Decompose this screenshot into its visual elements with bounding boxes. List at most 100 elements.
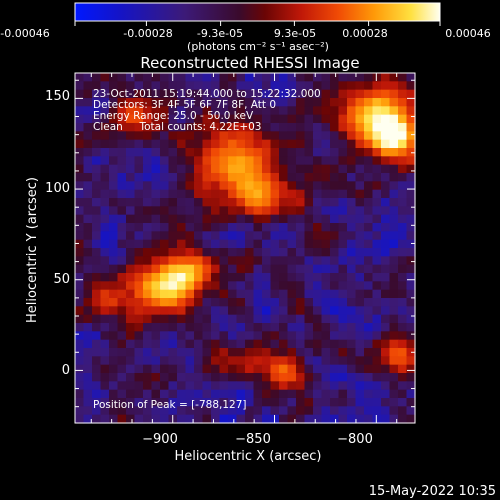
heatmap-cell — [245, 123, 255, 132]
heatmap-cell — [279, 248, 289, 257]
heatmap-cell — [185, 106, 195, 116]
heatmap-cell — [75, 289, 85, 299]
heatmap-cell — [296, 114, 306, 124]
heatmap-cell — [338, 214, 348, 224]
heatmap-cell — [168, 231, 178, 241]
heatmap-cell — [338, 314, 348, 324]
heatmap-cell — [296, 89, 306, 99]
heatmap-cell — [228, 248, 238, 257]
heatmap-cell — [194, 231, 204, 241]
heatmap-cell — [185, 89, 195, 99]
annotation-time-range: 23-Oct-2011 15:19:44.000 to 15:22:32.000 — [93, 88, 321, 100]
heatmap-cell — [381, 323, 391, 332]
heatmap-cell — [151, 231, 161, 241]
heatmap-cell — [287, 306, 297, 316]
heatmap-cell — [287, 381, 297, 391]
heatmap-cell — [194, 273, 204, 282]
heatmap-cell — [245, 323, 255, 332]
heatmap-cell — [211, 331, 221, 341]
heatmap-cell — [253, 398, 263, 407]
heatmap-cell — [321, 106, 331, 116]
heatmap-cell — [262, 214, 272, 224]
heatmap-cell — [347, 73, 357, 82]
heatmap-cell — [347, 239, 357, 249]
heatmap-cell — [100, 214, 110, 224]
heatmap-cell — [168, 306, 178, 316]
heatmap-cell — [304, 298, 314, 307]
heatmap-cell — [287, 298, 297, 307]
heatmap-cell — [355, 406, 365, 416]
heatmap-cell — [381, 98, 391, 107]
heatmap-cell — [355, 223, 365, 232]
heatmap-cell — [245, 256, 255, 266]
heatmap-cell — [287, 81, 297, 91]
heatmap-cell — [262, 339, 272, 349]
heatmap-cell — [313, 389, 323, 399]
heatmap-cell — [364, 356, 374, 366]
heatmap-cell — [219, 306, 229, 316]
heatmap-cell — [372, 323, 382, 332]
heatmap-cell — [270, 98, 280, 107]
heatmap-cell — [313, 289, 323, 299]
heatmap-cell — [338, 406, 348, 416]
heatmap-cell — [364, 289, 374, 299]
heatmap-cell — [211, 181, 221, 191]
heatmap-cell — [126, 164, 136, 174]
chart-title: Reconstructed RHESSI Image — [140, 54, 359, 72]
heatmap-cell — [92, 389, 102, 399]
heatmap-cell — [253, 189, 263, 199]
heatmap-cell — [338, 306, 348, 316]
heatmap-cell — [92, 73, 102, 82]
heatmap-cell — [406, 314, 416, 324]
heatmap-cell — [236, 348, 246, 357]
heatmap-cell — [381, 189, 391, 199]
heatmap-cell — [406, 106, 416, 116]
heatmap-cell — [347, 148, 357, 157]
heatmap-cell — [168, 81, 178, 91]
heatmap-cell — [177, 398, 187, 407]
heatmap-cell — [313, 98, 323, 107]
heatmap-cell — [372, 231, 382, 241]
heatmap-cell — [228, 381, 238, 391]
heatmap-cell — [296, 248, 306, 257]
heatmap-cell — [168, 164, 178, 174]
heatmap-cell — [109, 339, 119, 349]
colorbar-tick-label: -0.00028 — [123, 27, 172, 40]
heatmap-cell — [202, 248, 212, 257]
heatmap-cell — [347, 264, 357, 274]
heatmap-cell — [100, 239, 110, 249]
heatmap-cell — [117, 106, 127, 116]
heatmap-cell — [211, 81, 221, 91]
heatmap-cell — [270, 256, 280, 266]
heatmap-cell — [194, 131, 204, 141]
heatmap-cell — [313, 139, 323, 149]
heatmap-cell — [270, 181, 280, 191]
heatmap-cell — [202, 114, 212, 124]
heatmap-cell — [160, 406, 170, 416]
heatmap-cell — [75, 398, 85, 407]
heatmap-cell — [160, 189, 170, 199]
heatmap-cell — [83, 198, 93, 207]
heatmap-cell — [100, 231, 110, 241]
heatmap-cell — [372, 98, 382, 107]
heatmap-cell — [109, 181, 119, 191]
heatmap-cell — [236, 214, 246, 224]
heatmap-cell — [347, 106, 357, 116]
heatmap-cell — [347, 373, 357, 382]
heatmap-cell — [355, 306, 365, 316]
heatmap-cell — [364, 181, 374, 191]
heatmap-cell — [75, 164, 85, 174]
heatmap-cell — [143, 348, 153, 357]
heatmap-cell — [100, 248, 110, 257]
heatmap-cell — [143, 356, 153, 366]
heatmap-cell — [109, 306, 119, 316]
heatmap-cell — [245, 239, 255, 249]
heatmap-cell — [321, 298, 331, 307]
heatmap-cell — [355, 356, 365, 366]
heatmap-cell — [389, 214, 399, 224]
heatmap-cell — [109, 164, 119, 174]
heatmap-cell — [347, 223, 357, 232]
heatmap-cell — [185, 381, 195, 391]
heatmap-cell — [253, 98, 263, 107]
heatmap-cell — [398, 339, 408, 349]
